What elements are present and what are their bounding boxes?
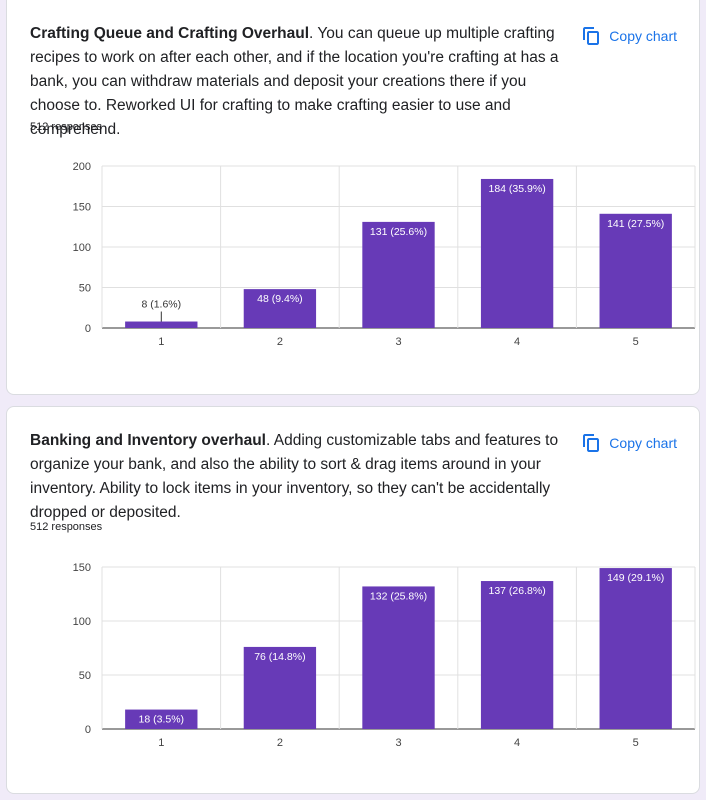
y-tick-label: 150 <box>73 202 91 214</box>
data-label: 48 (9.4%) <box>257 293 303 305</box>
y-tick-label: 150 <box>73 562 91 574</box>
response-count: 512 responses <box>30 121 103 133</box>
data-label: 184 (35.9%) <box>488 183 545 195</box>
x-tick-label: 1 <box>158 336 164 348</box>
copy-chart-label: Copy chart <box>609 435 677 451</box>
data-label: 137 (26.8%) <box>488 585 545 597</box>
question-description: . Adding customizable tabs and features … <box>30 432 559 521</box>
x-tick-label: 5 <box>633 336 639 348</box>
data-label: 8 (1.6%) <box>141 299 181 311</box>
x-tick-label: 4 <box>514 737 520 749</box>
bar-chart: 0 50 100 150 18 (3.5%) 1 76 (14.8%) 2 132 (25.8%… <box>7 551 701 766</box>
bar[interactable] <box>599 568 672 729</box>
response-count: 512 responses <box>30 521 103 533</box>
y-tick-label: 50 <box>79 670 91 682</box>
bar[interactable] <box>243 289 317 328</box>
question-card: Banking and Inventory overhaul. Adding c… <box>6 406 700 794</box>
bar[interactable] <box>362 221 435 328</box>
bar[interactable] <box>243 646 317 729</box>
bar[interactable] <box>125 321 198 328</box>
data-label: 149 (29.1%) <box>607 572 664 584</box>
y-tick-label: 50 <box>79 283 91 295</box>
x-tick-label: 3 <box>395 737 401 749</box>
bar[interactable] <box>125 709 198 729</box>
bar[interactable] <box>362 586 435 729</box>
question-title: Crafting Queue and Crafting Overhaul <box>30 25 310 42</box>
y-tick-label: 200 <box>73 161 91 173</box>
question-title: Banking and Inventory overhaul <box>30 432 266 449</box>
data-label: 131 (25.6%) <box>370 226 427 238</box>
question-card: Crafting Queue and Crafting Overhaul. Yo… <box>6 0 700 395</box>
data-label: 18 (3.5%) <box>139 714 185 726</box>
copy-icon <box>583 434 600 452</box>
copy-chart-button[interactable]: Copy chart <box>582 22 677 50</box>
x-tick-label: 3 <box>395 336 401 348</box>
y-tick-label: 100 <box>73 616 91 628</box>
x-tick-label: 2 <box>277 737 283 749</box>
x-tick-label: 5 <box>633 737 639 749</box>
data-label: 76 (14.8%) <box>254 651 305 663</box>
y-tick-label: 100 <box>73 242 91 254</box>
bar-chart: 0 50 100 150 200 8 (1.6%) 1 48 (9.4%) 2 131 (25.6… <box>7 150 701 365</box>
data-label: 141 (27.5%) <box>607 218 664 230</box>
question-description: . You can queue up multiple crafting rec… <box>30 25 559 138</box>
y-tick-label: 0 <box>85 724 91 736</box>
x-tick-label: 1 <box>158 737 164 749</box>
x-tick-label: 4 <box>514 336 520 348</box>
copy-icon <box>583 27 600 45</box>
y-tick-label: 0 <box>85 323 91 335</box>
question-text: Crafting Queue and Crafting Overhaul. Yo… <box>30 22 560 142</box>
copy-chart-button[interactable]: Copy chart <box>582 429 677 457</box>
question-text: Banking and Inventory overhaul. Adding c… <box>30 429 560 525</box>
bar[interactable] <box>480 178 554 328</box>
bar[interactable] <box>599 213 672 328</box>
x-tick-label: 2 <box>277 336 283 348</box>
copy-chart-label: Copy chart <box>609 28 677 44</box>
bar[interactable] <box>480 581 554 729</box>
data-label: 132 (25.8%) <box>370 590 427 602</box>
